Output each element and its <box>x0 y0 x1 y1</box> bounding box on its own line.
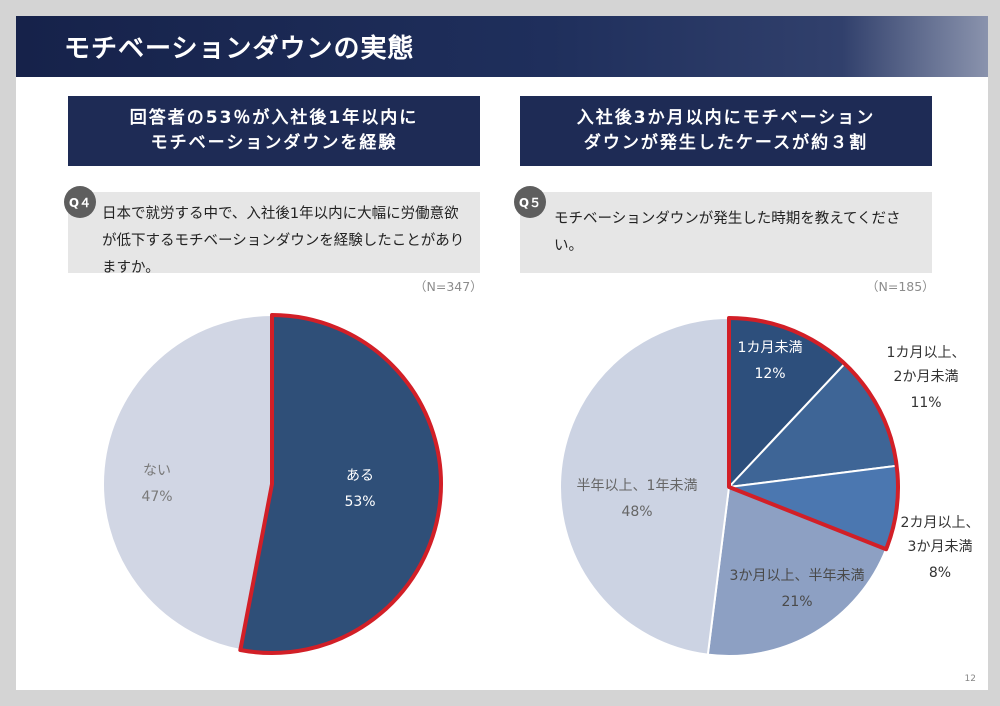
pie-2-slice-4 <box>706 485 888 657</box>
title-bar: モチベーションダウンの実態 <box>16 16 988 77</box>
right-question-box: モチベーションダウンが発生した時期を教えてください。 <box>520 192 932 273</box>
pie-2-highlight-outline <box>727 316 900 552</box>
pie-2-label-5: 半年以上、1年未満 <box>577 478 698 494</box>
left-question-text: 日本で就労する中で、入社後1年以内に大幅に労働意欲が低下するモチベーションダウン… <box>102 206 465 276</box>
right-headline-line2: ダウンが発生したケースが約３割 <box>583 133 869 153</box>
left-q-badge: Q４ <box>64 186 96 218</box>
right-q-badge: Q５ <box>514 186 546 218</box>
pie-1-highlight-outline <box>238 313 443 655</box>
pie-1-slice-2 <box>101 313 273 652</box>
right-headline: 入社後3か月以内にモチベーション ダウンが発生したケースが約３割 <box>520 96 932 166</box>
pie-2-value-3: 8% <box>929 565 951 581</box>
right-sample-size: （N=185） <box>866 279 935 294</box>
pie-2-label-1: 1カ月未満 <box>738 340 803 356</box>
pie-2-slice-5 <box>559 316 730 656</box>
pie-chart-2: 1カ月未満 12% 1カ月以上、 2か月未満 11% 2カ月以上、 3か月未満 8% 3か月以上… <box>559 316 980 657</box>
left-headline-line1: 回答者の53％が入社後1年以内に <box>129 108 419 128</box>
pie-1-label-1: ある <box>346 468 374 484</box>
pie-2-value-1: 12% <box>754 366 785 382</box>
pie-2-value-4: 21% <box>781 594 812 610</box>
page-title: モチベーションダウンの実態 <box>64 34 415 64</box>
pie-2-label-2: 1カ月以上、 2か月未満 <box>887 345 966 385</box>
right-headline-line1: 入社後3か月以内にモチベーション <box>576 108 876 128</box>
pie-2-value-2: 11% <box>910 395 941 411</box>
pie-2-label-3: 2カ月以上、 3か月未満 <box>901 515 980 555</box>
pie-2-value-5: 48% <box>621 504 652 520</box>
pie-chart-1: ある 53% ない 47% <box>101 313 443 655</box>
page-number: 12 <box>964 674 976 684</box>
left-sample-size: （N=347） <box>414 279 483 294</box>
right-question-text: モチベーションダウンが発生した時期を教えてください。 <box>554 210 901 254</box>
pie-2-label-4: 3か月以上、半年未満 <box>730 568 865 584</box>
pie-1-label-2: ない <box>143 463 171 479</box>
left-headline: 回答者の53％が入社後1年以内に モチベーションダウンを経験 <box>68 96 480 166</box>
left-headline-line2: モチベーションダウンを経験 <box>150 133 398 153</box>
left-question-box: 日本で就労する中で、入社後1年以内に大幅に労働意欲が低下するモチベーションダウン… <box>68 192 480 276</box>
pie-1-value-2: 47% <box>141 489 172 505</box>
pie-1-value-1: 53% <box>344 494 375 510</box>
